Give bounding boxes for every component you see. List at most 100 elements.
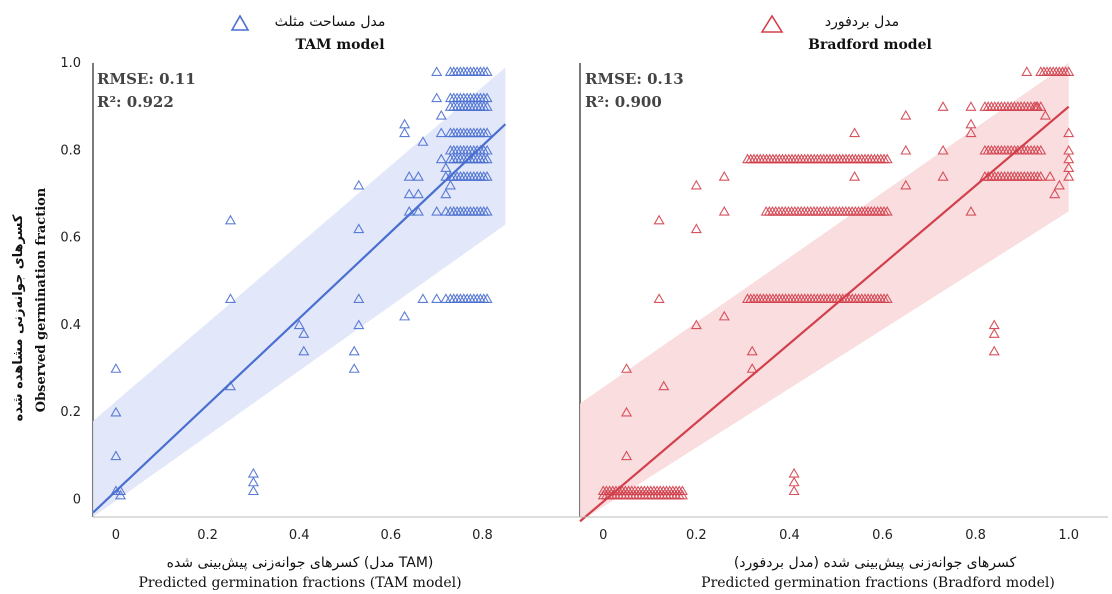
data-point-marker [840,205,852,216]
data-point-marker [114,485,127,496]
data-point-marker [767,153,779,164]
data-point-marker [620,363,633,373]
data-point-marker [780,153,792,164]
data-point-marker [965,118,977,129]
data-point-marker [653,214,665,225]
data-point-marker [856,153,868,164]
data-point-marker [865,153,877,164]
data-point-marker [824,153,836,164]
r2-bradford: R²: 0.900 [585,93,662,111]
data-point-marker [846,153,858,164]
fit-line [92,123,507,514]
data-point-marker [824,205,836,216]
data-point-marker [1039,109,1051,120]
data-point-marker [412,188,424,199]
data-point-marker [789,153,801,164]
rmse-bradford: RMSE: 0.13 [585,70,684,88]
data-point-marker [766,205,779,216]
data-point-marker [817,205,830,216]
data-point-marker [110,363,122,373]
data-point-marker [764,153,776,164]
data-point-marker [805,153,817,164]
data-point-marker [849,171,861,181]
data-point-marker [821,205,833,216]
y-tick-label: 0 [73,493,81,508]
data-point-marker [746,345,758,356]
data-point-marker [751,153,763,164]
data-point-marker [742,153,754,164]
data-point-marker [247,467,259,478]
x-tick-label: 0.4 [289,528,310,543]
data-point-marker [965,127,977,138]
data-point-marker [1035,144,1047,155]
x-tick-label: 0.8 [472,528,493,543]
data-point-marker [837,205,849,216]
data-point-marker [481,153,493,164]
data-point-marker [827,153,839,164]
y-tick-label: 1.0 [60,56,81,71]
data-point-marker [110,406,122,417]
confidence-band-bradford [580,63,1069,522]
data-point-marker [417,293,429,303]
confidence-band [93,67,506,517]
data-point-marker [853,153,865,164]
data-point-marker [805,205,817,216]
y-tick-label: 0.8 [60,143,81,158]
data-point-marker [690,223,702,234]
r2-tam: R²: 0.922 [97,93,174,111]
data-point-marker [792,153,804,164]
data-point-marker [481,101,493,111]
data-point-marker [808,153,820,164]
data-point-marker [676,485,688,496]
data-point-marker [786,153,798,164]
data-point-marker [440,293,452,303]
x-tick-label: 0.4 [779,528,800,543]
confidence-band-tam [93,67,506,517]
data-point-marker [348,345,360,356]
data-point-marker [788,467,800,478]
y-axis-label-en: Observed germination fraction [34,187,49,412]
data-point-marker [937,101,949,111]
data-point-marker [620,450,633,461]
x-tick-label: 0.2 [686,528,707,543]
panel-bradford: 0 0.2 0.4 0.6 0.8 1.0 RMSE: 0.13 R²: 0.900 مد… [579,14,1079,591]
fit-line [579,105,1070,523]
data-point-marker [1063,66,1075,76]
data-point-marker [818,153,830,164]
data-point-marker [412,171,424,181]
legend-label-en-bradford: Bradford model [808,37,932,53]
data-point-marker [1063,171,1075,181]
data-point-marker [481,171,493,181]
data-point-marker [843,153,855,164]
data-point-marker [658,380,670,391]
x-tick-label: 1.0 [1058,528,1079,543]
data-point-marker [690,319,702,330]
data-point-marker [798,205,810,216]
legend-label-fa-tam: مدل مساحت مثلث [275,14,386,30]
data-point-marker [782,205,795,216]
data-point-marker [872,153,884,164]
data-point-marker [965,205,977,216]
data-point-marker [298,328,310,338]
data-point-marker [937,171,949,181]
data-point-marker [676,489,688,500]
x-axis-label-en-bradford: Predicted germination fractions (Bradfor… [701,575,1055,591]
data-point-marker [353,179,365,190]
legend-label-fa-bradford: مدل بردفورد [825,14,899,30]
data-point-marker [802,205,814,216]
x-tick-labels-bradford: 0 0.2 0.4 0.6 0.8 1.0 [599,528,1079,543]
x-tick-label: 0.8 [965,528,986,543]
data-point-marker [802,153,814,164]
data-point-marker [1044,171,1056,181]
data-point-marker [773,153,785,164]
data-point-marker [435,153,447,164]
data-point-marker [821,153,833,164]
rmse-tam: RMSE: 0.11 [97,70,196,88]
legend-label-en-tam: TAM model [295,37,384,53]
data-point-marker [965,101,977,111]
data-point-marker [718,310,730,321]
data-point-marker [792,205,804,216]
data-point-marker [1063,127,1075,138]
data-point-marker [776,153,789,164]
y-tick-labels: 0 0.2 0.4 0.6 0.8 1.0 [60,56,81,508]
